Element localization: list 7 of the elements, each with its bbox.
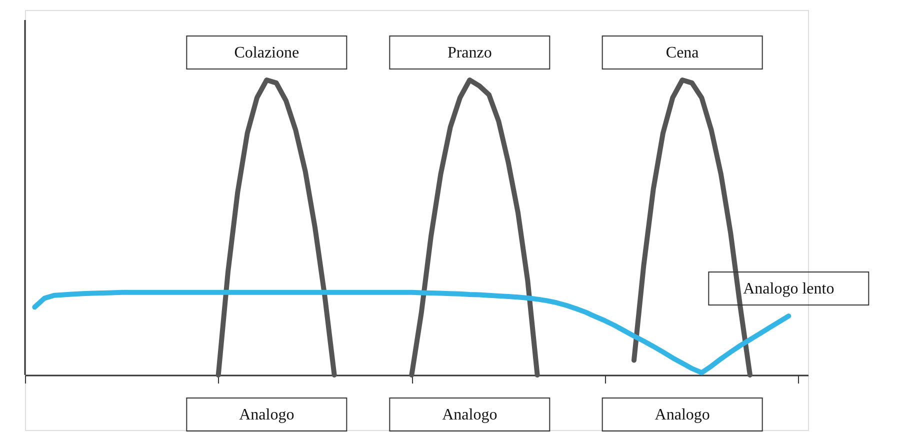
text: Cena <box>666 44 699 62</box>
text: Analogo <box>239 406 294 424</box>
text: Analogo <box>654 406 710 424</box>
text: Pranzo <box>447 44 492 62</box>
annotation: Analogo lento <box>743 280 834 298</box>
text: Colazione <box>234 44 300 62</box>
text: Analogo <box>442 406 498 424</box>
